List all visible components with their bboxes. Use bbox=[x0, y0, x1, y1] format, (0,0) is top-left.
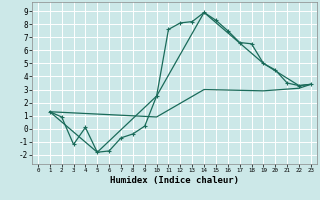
X-axis label: Humidex (Indice chaleur): Humidex (Indice chaleur) bbox=[110, 176, 239, 185]
